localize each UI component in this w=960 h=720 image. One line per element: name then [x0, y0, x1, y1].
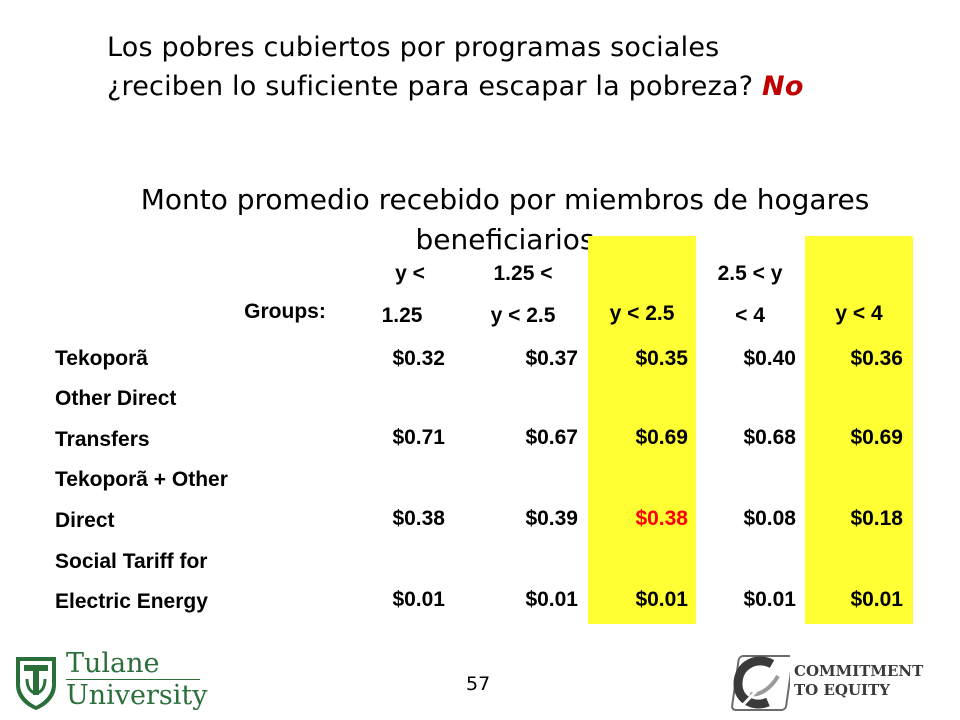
- cell-r2-c2: $0.67: [525, 426, 578, 449]
- row-label-other-direct-2: Transfers: [55, 428, 150, 451]
- header-col-2-line-2: y < 2.5: [490, 304, 556, 327]
- page-number: 57: [466, 673, 491, 695]
- cell-r1-c5: $0.36: [850, 347, 903, 370]
- tulane-wordmark: Tulane University: [66, 650, 208, 709]
- row-label-social-tariff-1: Social Tariff for: [55, 550, 208, 573]
- cell-r1-c1: $0.32: [392, 347, 445, 370]
- tulane-line-1: Tulane: [66, 648, 160, 679]
- cell-r2-c1: $0.71: [392, 426, 445, 449]
- question-answer: No: [762, 71, 804, 102]
- cell-r3-c3: $0.38: [635, 507, 688, 530]
- cell-r2-c3: $0.69: [635, 426, 688, 449]
- highlight-column-1: [588, 236, 696, 624]
- cell-r4-c5: $0.01: [850, 588, 903, 611]
- cell-r4-c4: $0.01: [743, 588, 796, 611]
- cell-r4-c2: $0.01: [525, 588, 578, 611]
- ceq-line-1: COMMITMENT: [794, 662, 924, 680]
- cell-r1-c3: $0.35: [635, 347, 688, 370]
- cell-r3-c1: $0.38: [392, 507, 445, 530]
- ceq-logo-icon: [731, 655, 790, 711]
- header-col-3-line-2: y < 2.5: [609, 302, 675, 325]
- cell-r4-c1: $0.01: [392, 588, 445, 611]
- header-col-1-line-2: 1.25: [381, 304, 423, 327]
- question-line-1: Los pobres cubiertos por programas socia…: [107, 32, 720, 63]
- tulane-divider: [66, 679, 200, 680]
- cell-r1-c4: $0.40: [743, 347, 796, 370]
- ceq-wordmark: COMMITMENT TO EQUITY: [794, 662, 923, 700]
- tulane-shield-icon: [16, 657, 56, 710]
- question-line-2: ¿reciben lo suficiente para escapar la p…: [107, 67, 927, 106]
- cell-r1-c2: $0.37: [525, 347, 578, 370]
- tulane-line-2: University: [66, 680, 208, 711]
- cell-r2-c4: $0.68: [743, 426, 796, 449]
- cell-r3-c4: $0.08: [743, 507, 796, 530]
- question-line-2-text: ¿reciben lo suficiente para escapar la p…: [107, 71, 754, 102]
- slide-question: Los pobres cubiertos por programas socia…: [107, 28, 927, 106]
- highlight-column-2: [805, 236, 913, 624]
- row-label-tekopora-other-2: Direct: [55, 509, 115, 532]
- header-col-1-line-1: y <: [395, 262, 425, 285]
- header-col-4-line-2: < 4: [735, 304, 765, 327]
- cell-r4-c3: $0.01: [635, 588, 688, 611]
- slide-subtitle: Monto promedio recebido por miembros de …: [140, 183, 870, 256]
- cell-r3-c5: $0.18: [850, 507, 903, 530]
- groups-label: Groups:: [244, 300, 326, 323]
- row-label-tekopora: Tekoporã: [55, 347, 148, 370]
- cell-r3-c2: $0.39: [525, 507, 578, 530]
- cell-r2-c5: $0.69: [850, 426, 903, 449]
- row-label-other-direct-1: Other Direct: [55, 387, 177, 410]
- header-col-4-line-1: 2.5 < y: [717, 262, 783, 285]
- row-label-tekopora-other-1: Tekoporã + Other: [55, 468, 228, 491]
- header-col-2-line-1: 1.25 <: [493, 262, 553, 285]
- ceq-line-2: TO EQUITY: [794, 681, 890, 699]
- row-label-social-tariff-2: Electric Energy: [55, 590, 208, 613]
- header-col-5-line-2: y < 4: [835, 302, 883, 325]
